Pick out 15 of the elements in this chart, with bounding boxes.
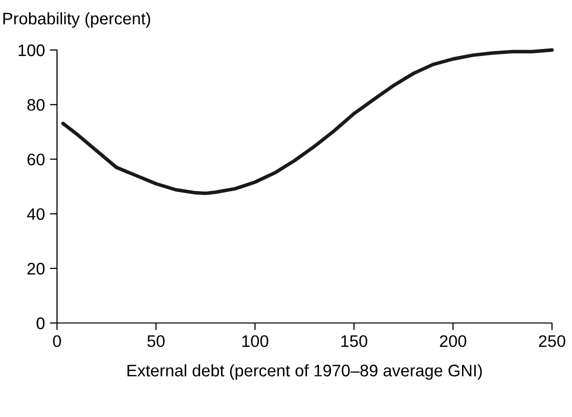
- y-tick-label: 100: [18, 44, 45, 56]
- x-tick-label: 50: [147, 335, 165, 348]
- y-tick-label: 60: [28, 154, 45, 166]
- x-tick-label: 200: [440, 335, 466, 348]
- y-axis-title: Probability (percent): [3, 12, 150, 28]
- line-series: [61, 48, 554, 196]
- x-tick-label: 0: [53, 335, 61, 348]
- x-tick-label: 250: [538, 335, 566, 348]
- y-tick-label: 40: [27, 208, 45, 220]
- y-tick-label: 0: [36, 317, 45, 330]
- x-tick-label: 100: [242, 335, 268, 348]
- y-tick-label: 20: [27, 262, 45, 275]
- y-tick-label: 80: [27, 99, 45, 111]
- x-tick-label: 150: [341, 335, 368, 348]
- x-axis-title: External debt (percent of 1970–89 average GNI): [128, 364, 482, 380]
